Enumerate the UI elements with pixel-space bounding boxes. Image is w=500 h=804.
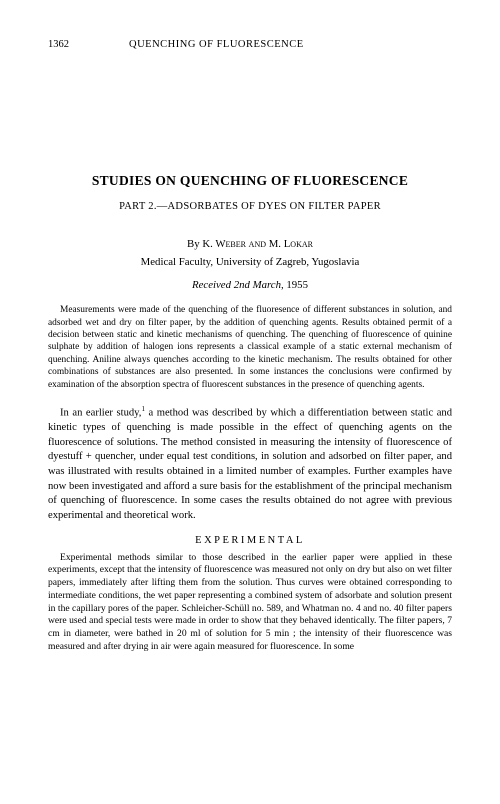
received-date: 2nd March, — [234, 279, 284, 291]
intro-text-a: In an earlier study, — [60, 408, 141, 419]
received-line: Received 2nd March, 1955 — [48, 278, 452, 293]
paper-subtitle: PART 2.—ADSORBATES OF DYES ON FILTER PAP… — [48, 200, 452, 214]
running-head: 1362 QUENCHING OF FLUORESCENCE — [48, 38, 452, 52]
running-title: QUENCHING OF FLUORESCENCE — [129, 38, 304, 52]
received-year: 1955 — [284, 279, 308, 291]
affiliation: Medical Faculty, University of Zagreb, Y… — [48, 255, 452, 270]
section-heading-experimental: EXPERIMENTAL — [48, 534, 452, 548]
authors-names: K. Weber and M. Lokar — [200, 238, 313, 250]
experimental-paragraph: Experimental methods similar to those de… — [48, 552, 452, 654]
authors-by: By — [187, 238, 200, 250]
received-prefix: Received — [192, 279, 234, 291]
authors-line: By K. Weber and M. Lokar — [48, 237, 452, 252]
intro-text-b: a method was described by which a differ… — [48, 408, 452, 521]
intro-paragraph: In an earlier study,1 a method was descr… — [48, 405, 452, 523]
paper-title: STUDIES ON QUENCHING OF FLUORESCENCE — [48, 172, 452, 190]
page-number: 1362 — [48, 38, 69, 52]
abstract-paragraph: Measurements were made of the quenching … — [48, 304, 452, 391]
